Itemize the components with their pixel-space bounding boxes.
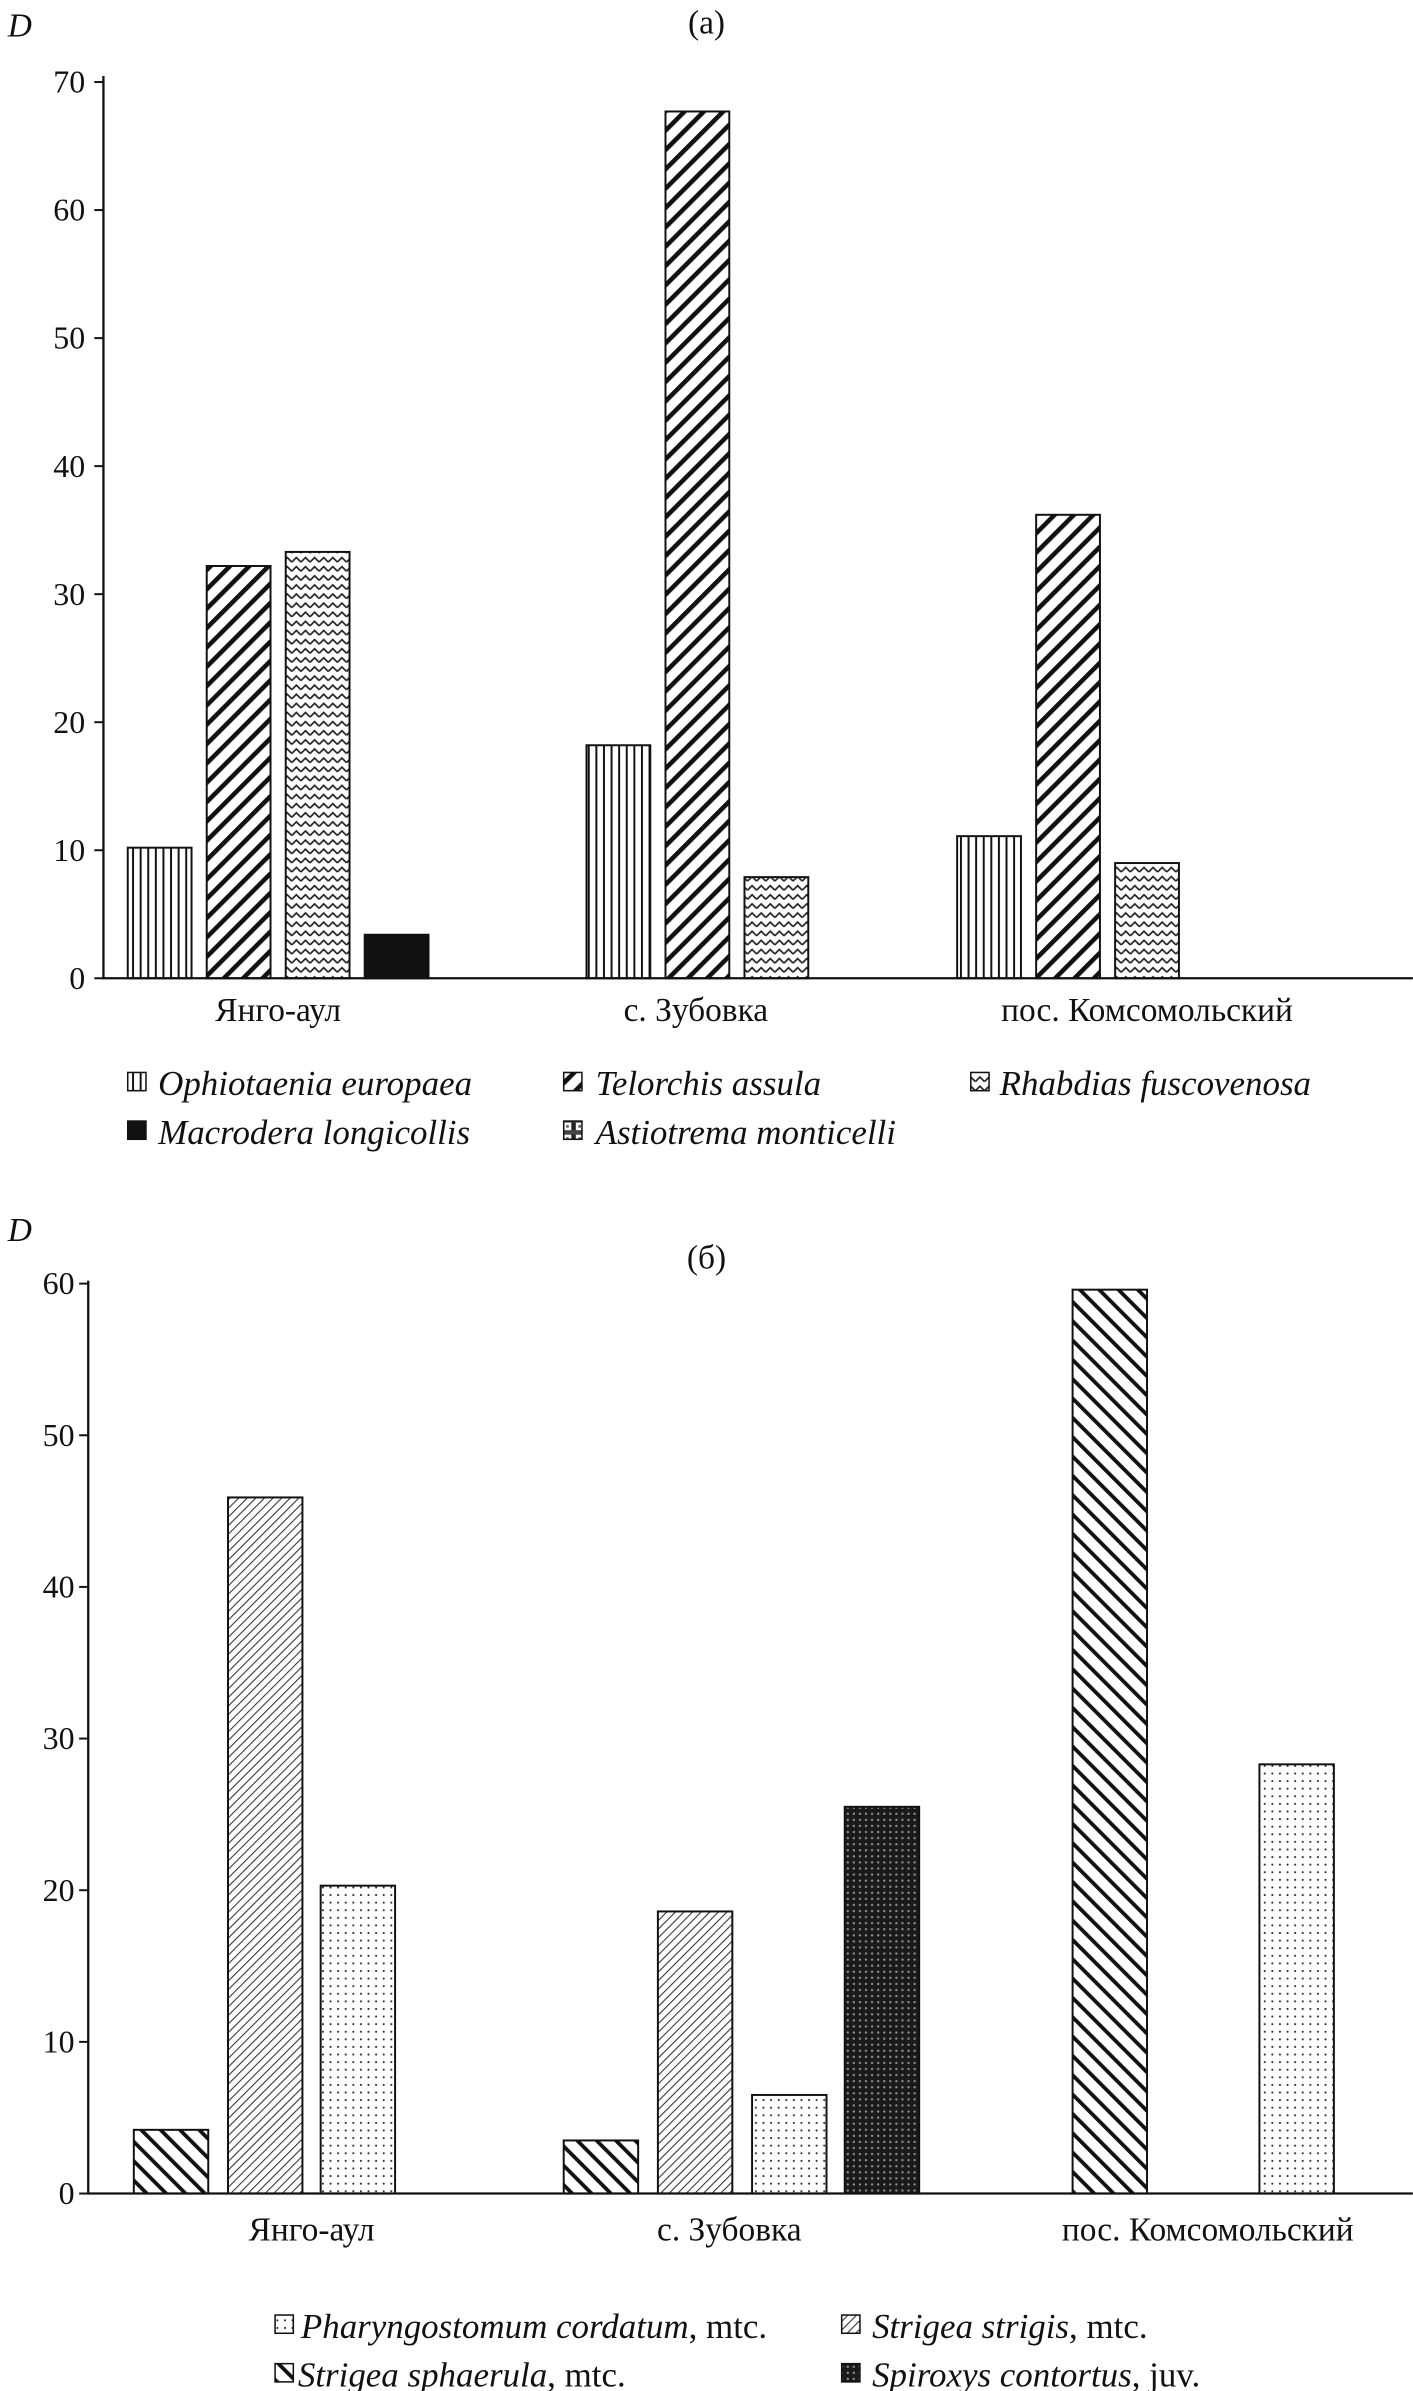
chart-a-category-label: пос. Комсомольский [1001, 992, 1293, 1029]
chart-a-ylabel: D [7, 7, 32, 44]
chart-a-bars [126, 110, 1180, 980]
y-tick-label: 0 [59, 2176, 75, 2211]
legend-entry: Ophiotaenia europaea [158, 1064, 472, 1103]
chart-a-category-label: Янго-аул [215, 992, 341, 1029]
y-tick-label: 20 [53, 705, 85, 740]
chart-b-ylabel: D [7, 1212, 32, 1249]
legend-swatch [562, 1120, 583, 1141]
bar-spiroxys-contortus-1 [843, 1805, 921, 2195]
y-tick-label: 30 [53, 577, 85, 612]
bar-strigea-strigis-1 [656, 1910, 734, 2195]
bar-rhabdias-fuscovenosa-0 [284, 550, 351, 980]
legend-entry: Astiotrema monticelli [594, 1113, 896, 1152]
bar-pharyngostomum-cordatum-0 [319, 1884, 397, 2195]
legend-entry: Strigea strigis, mtc. [872, 2307, 1148, 2346]
bar-ophiotaenia-europaea-0 [126, 846, 193, 980]
legend-swatch [562, 1071, 583, 1092]
legend-entry: Spiroxys contortus, juv. [872, 2355, 1200, 2391]
bar-telorchis-assula-2 [1035, 513, 1101, 980]
bar-pharyngostomum-cordatum-2 [1258, 1763, 1335, 2195]
chart-b-bars [132, 1288, 1335, 2195]
y-tick-label: 50 [43, 1418, 75, 1453]
chart-a-title: (a) [688, 4, 725, 41]
y-tick-label: 20 [43, 1873, 75, 1908]
legend-swatch [274, 2362, 295, 2383]
y-tick-label: 60 [53, 193, 85, 228]
legend-swatch [840, 2314, 861, 2335]
bar-rhabdias-fuscovenosa-2 [1114, 862, 1180, 980]
legend-entry: Telorchis assula [596, 1064, 821, 1103]
y-tick-label: 0 [69, 961, 85, 996]
legend-swatch [970, 1071, 990, 1092]
bar-ophiotaenia-europaea-2 [956, 835, 1022, 980]
bar-telorchis-assula-1 [664, 110, 731, 980]
bar-strigea-sphaerula-0 [132, 2128, 210, 2195]
legend-entry: Strigea sphaerula, mtc. [298, 2355, 626, 2391]
y-tick-label: 50 [53, 321, 85, 356]
y-tick-label: 40 [53, 449, 85, 484]
legend-swatch [126, 1120, 147, 1141]
legend-entry: Rhabdias fuscovenosa [999, 1064, 1311, 1103]
chart-b-title: (б) [687, 1239, 726, 1276]
chart-a-legend: Ophiotaenia europaea Telorchis assula Rh… [126, 1064, 1311, 1152]
y-tick-label: 40 [43, 1570, 75, 1605]
legend-entry: Pharyngostomum cordatum, mtc. [300, 2307, 767, 2346]
y-tick-label: 60 [43, 1266, 75, 1301]
chart-b-category-label: Янго-аул [249, 2212, 375, 2249]
chart-b-category-label: пос. Комсомольский [1062, 2212, 1354, 2249]
y-tick-label: 10 [53, 833, 85, 868]
chart-a: D (a) 0 10 20 30 40 50 60 70 Янго-аул с. Зубовк… [7, 4, 1413, 1152]
bar-strigea-sphaerula-1 [562, 2139, 640, 2195]
legend-entry: Macrodera longicollis [157, 1113, 470, 1152]
chart-b-category-label: с. Зубовка [657, 2212, 802, 2249]
bar-rhabdias-fuscovenosa-1 [743, 876, 810, 980]
bar-strigea-strigis-0 [227, 1496, 304, 2195]
bar-telorchis-assula-0 [205, 565, 272, 980]
chart-a-yticks: 0 10 20 30 40 50 60 70 [53, 65, 104, 996]
chart-a-category-label: с. Зубовка [624, 992, 769, 1029]
bar-strigea-sphaerula-2 [1071, 1288, 1149, 2195]
chart-b-yticks: 0 10 20 30 40 50 60 [43, 1266, 89, 2211]
bar-ophiotaenia-europaea-1 [585, 744, 652, 980]
y-tick-label: 30 [43, 1721, 75, 1756]
y-tick-label: 10 [43, 2025, 75, 2060]
legend-swatch [840, 2362, 861, 2383]
chart-b-legend: Pharyngostomum cordatum, mtc. Strigea st… [274, 2307, 1200, 2391]
legend-swatch [126, 1071, 147, 1092]
bar-pharyngostomum-cordatum-1 [751, 2093, 828, 2195]
legend-swatch [274, 2314, 295, 2335]
y-tick-label: 70 [53, 65, 85, 100]
bar-macrodera-longicollis-0 [363, 933, 430, 980]
